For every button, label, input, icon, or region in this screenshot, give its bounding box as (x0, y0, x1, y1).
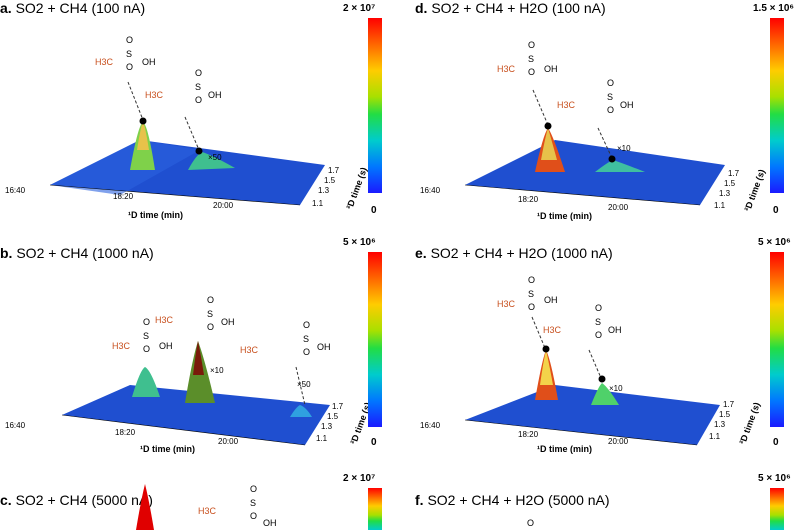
colorbar-max: 5 × 10⁶ (758, 237, 791, 248)
surface-floor (465, 385, 720, 445)
colorbar-min: 0 (371, 205, 377, 216)
colorbar-max: 5 × 10⁶ (343, 237, 376, 248)
y-tick: 1.7 (728, 169, 740, 178)
panel-title: a. SO2 + CH4 (100 nA) (0, 0, 146, 16)
surface-plot: ×50 ×10 16:40 18:20 20:00 ¹D time (min) … (5, 341, 373, 454)
peak-2 (591, 383, 619, 405)
x-tick: 20:00 (608, 437, 629, 446)
y-tick: 1.7 (328, 166, 340, 175)
molecule: O (527, 518, 535, 528)
colorbar-min: 0 (773, 205, 779, 216)
molecule: O O S H3C OH (95, 35, 156, 72)
peak-2 (595, 160, 645, 172)
colorbar-max: 5 × 10⁶ (758, 473, 791, 484)
surface-plot: ×50 16:40 18:20 20:00 ¹D time (min) 1.7 … (5, 81, 369, 220)
y-tick: 1.5 (324, 176, 336, 185)
multiplier-label: ×10 (617, 144, 631, 153)
x-tick: 16:40 (420, 186, 441, 195)
y-axis-label: ²D time (s) (344, 166, 368, 211)
x-tick: 18:20 (518, 430, 539, 439)
y-tick: 1.7 (332, 402, 344, 411)
peak-1 (136, 484, 154, 530)
x-tick: 16:40 (5, 421, 26, 430)
x-tick: 18:20 (115, 428, 136, 437)
peak-1 (132, 367, 160, 397)
colorbar-max: 1.5 × 10⁶ (753, 3, 795, 14)
y-tick: 1.1 (312, 199, 324, 208)
x-axis-label: ¹D time (min) (140, 444, 195, 454)
x-tick: 20:00 (608, 203, 629, 212)
molecule: O S O H3C OH (145, 68, 222, 105)
y-tick: 1.5 (327, 412, 339, 421)
panel-title: e. SO2 + CH4 + H2O (1000 nA) (415, 245, 613, 261)
colorbar-max: 2 × 10⁷ (343, 473, 376, 484)
molecule: O S O H3C OH (497, 40, 558, 77)
x-axis-label: ¹D time (min) (128, 210, 183, 220)
molecule: O S O H3C OH (543, 303, 622, 340)
y-tick: 1.7 (723, 400, 735, 409)
surface-floor (62, 385, 330, 445)
x-axis-label: ¹D time (min) (537, 211, 592, 221)
panel-a: a. SO2 + CH4 (100 nA) ×50 16:40 18:20 20… (0, 0, 400, 245)
peak-2 (188, 152, 235, 170)
x-tick: 18:20 (518, 195, 539, 204)
colorbar (368, 18, 382, 193)
panel-e: e. SO2 + CH4 + H2O (1000 nA) ×10 16:40 1… (415, 237, 800, 490)
multiplier-label: ×10 (609, 384, 623, 393)
molecule: O S O H3C OH (240, 320, 331, 357)
y-tick: 1.1 (316, 434, 328, 443)
y-tick: 1.3 (719, 189, 731, 198)
y-tick: 1.5 (719, 410, 731, 419)
surface-floor (465, 140, 725, 205)
panel-b: b. SO2 + CH4 (1000 nA) ×50 ×10 16:40 18:… (0, 237, 400, 490)
colorbar (368, 488, 382, 530)
colorbar-max: 2 × 10⁷ (343, 3, 376, 14)
y-tick: 1.3 (318, 186, 330, 195)
y-tick: 1.1 (714, 201, 726, 210)
x-axis-label: ¹D time (min) (537, 444, 592, 454)
colorbar (770, 488, 784, 530)
surface-plot: ×10 16:40 18:20 20:00 ¹D time (min) 1.7 … (420, 316, 762, 454)
y-tick: 1.3 (321, 422, 333, 431)
colorbar (770, 252, 784, 427)
colorbar-min: 0 (773, 437, 779, 448)
y-tick: 1.3 (714, 420, 726, 429)
molecule: O S O H3C OH (497, 275, 558, 312)
x-tick: 18:20 (113, 192, 134, 201)
y-axis-label: ²D time (s) (742, 168, 766, 213)
surface-plot: ×10 16:40 18:20 20:00 ¹D time (min) 1.7 … (420, 89, 767, 221)
x-tick: 16:40 (5, 186, 26, 195)
multiplier-label: ×50 (208, 153, 222, 162)
y-tick: 1.5 (724, 179, 736, 188)
y-tick: 1.1 (709, 432, 721, 441)
x-tick: 20:00 (218, 437, 239, 446)
molecule: O S O H3C OH (557, 78, 634, 115)
peak-3 (290, 405, 312, 417)
panel-title: d. SO2 + CH4 + H2O (100 nA) (415, 0, 606, 16)
panel-title: f. SO2 + CH4 + H2O (5000 nA) (415, 492, 610, 508)
surface-plot (136, 484, 154, 530)
molecule: O S O H3C OH (155, 295, 235, 332)
panel-title: c. SO2 + CH4 (5000 nA) (0, 492, 153, 508)
y-axis-label: ²D time (s) (737, 401, 761, 446)
x-tick: 16:40 (420, 421, 441, 430)
multiplier-label: ×50 (297, 380, 311, 389)
panel-title: b. SO2 + CH4 (1000 nA) (0, 245, 154, 261)
colorbar-min: 0 (371, 437, 377, 448)
colorbar (770, 18, 784, 193)
panel-f: f. SO2 + CH4 + H2O (5000 nA) O 5 × 10⁶ (415, 470, 800, 530)
molecule: O S O H3C OH (198, 484, 277, 528)
colorbar (368, 252, 382, 427)
panel-c: c. SO2 + CH4 (5000 nA) O S O H3C OH 2 × … (0, 470, 400, 530)
molecule: O S O H3C OH (112, 317, 173, 354)
multiplier-label: ×10 (210, 366, 224, 375)
x-tick: 20:00 (213, 201, 234, 210)
panel-d: d. SO2 + CH4 + H2O (100 nA) ×10 16:40 18… (415, 0, 800, 245)
